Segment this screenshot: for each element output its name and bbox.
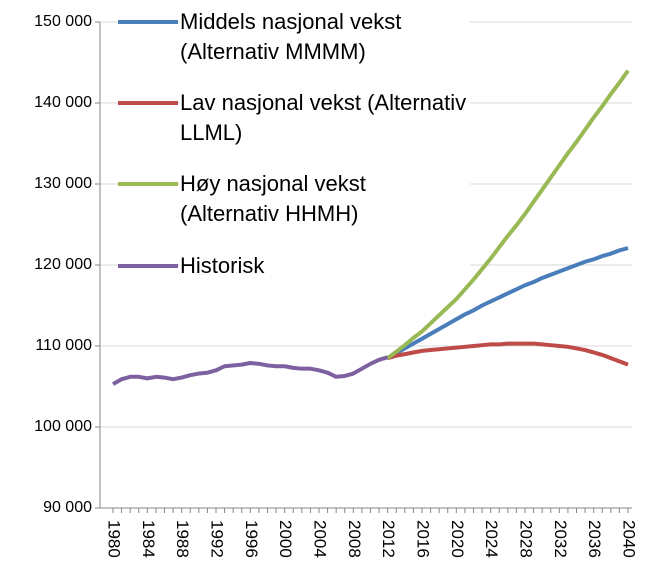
- legend-label: Lav nasjonal vekst (Alternativ LLML): [180, 88, 470, 148]
- legend-label: Historisk: [180, 251, 470, 281]
- series-line: [387, 341, 629, 367]
- x-tick-label: 2024: [482, 520, 501, 558]
- x-tick-label: 2016: [414, 520, 433, 558]
- y-tick-label: 100 000: [34, 418, 92, 435]
- x-tick-label: 2040: [620, 520, 639, 558]
- y-tick-label: 130 000: [34, 175, 92, 192]
- x-tick-label: 1984: [139, 520, 158, 558]
- series-line: [386, 69, 630, 360]
- x-tick-label: 1980: [105, 520, 124, 558]
- y-tick-label: 110 000: [35, 337, 92, 354]
- x-tick-label: 1992: [208, 520, 227, 558]
- y-tick-label: 140 000: [34, 94, 92, 111]
- x-tick-label: 1988: [173, 520, 192, 558]
- legend-label: Høy nasjonal vekst (Alternativ HHMH): [180, 169, 470, 229]
- x-tick-label: 2036: [585, 520, 604, 558]
- x-tick-label: 2004: [311, 520, 330, 558]
- series-line: [386, 246, 629, 360]
- series-line: [112, 355, 389, 386]
- x-tick-label: 2012: [379, 520, 398, 558]
- y-tick-label: 120 000: [34, 256, 92, 273]
- x-tick-label: 2028: [517, 520, 536, 558]
- x-tick-label: 1996: [242, 520, 261, 558]
- x-tick-label: 2020: [448, 520, 467, 558]
- y-tick-label: 150 000: [34, 13, 92, 30]
- x-tick-label: 2000: [276, 520, 295, 558]
- legend-label: Middels nasjonal vekst (Alternativ MMMM): [180, 7, 470, 67]
- x-tick-label: 2008: [345, 520, 364, 558]
- x-tick-label: 2032: [551, 520, 570, 558]
- y-tick-label: 90 000: [43, 499, 92, 516]
